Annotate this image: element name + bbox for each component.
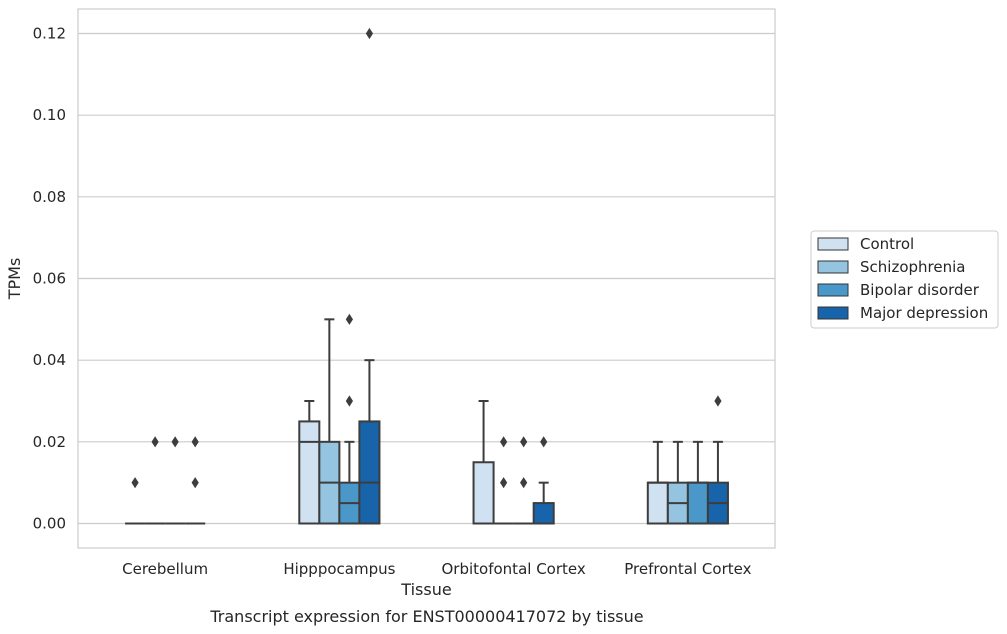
chart-caption: Transcript expression for ENST0000041707… [209,607,643,626]
box-major-depression [358,27,381,525]
x-tick-label: Orbitofontal Cortex [442,560,586,578]
y-tick-label: 0.08 [33,188,66,206]
legend-entry-label: Bipolar disorder [860,281,980,299]
box-body [358,420,381,525]
x-tick-label: Cerebellum [122,560,208,578]
legend-swatch [817,237,849,251]
box-bipolar-disorder [686,440,709,525]
y-axis-label: TPMs [5,258,24,301]
y-tick-label: 0.04 [33,351,66,369]
outlier-point [171,436,179,448]
x-tick-labels: Cerebellum Hipppocampus Orbitofontal Corte… [122,560,751,578]
box-control [298,400,321,525]
outlier-point [540,436,548,448]
outlier-point [500,436,508,448]
box-body [646,481,669,525]
legend-swatch [817,283,849,297]
outlier-point [191,477,199,489]
x-tick-label: Prefrontal Cortex [624,560,751,578]
box-body [532,502,555,525]
box-schizophrenia [493,436,514,525]
box-schizophrenia [318,318,341,525]
plot-frame [77,8,776,549]
legend-entry-label: Control [860,235,914,253]
box-bipolar-disorder [338,313,361,525]
box-major-depression [532,436,555,525]
box-schizophrenia [145,436,166,525]
legend-swatch [817,260,849,274]
box-body [298,420,321,525]
x-tick-label: Hipppocampus [283,560,395,578]
legend: Control Schizophrenia Bipolar disorder Majo… [810,230,999,329]
y-tick-label: 0.00 [33,515,66,533]
legend-entry-label: Major depression [860,304,988,322]
box-control [646,440,669,525]
y-tick-labels: 0.00 0.02 0.04 0.06 0.08 0.10 0.12 [33,25,66,533]
legend-entry-label: Schizophrenia [860,258,965,276]
outlier-point [365,27,374,40]
box-body [686,481,709,525]
box-major-depression [706,395,729,525]
outlier-point [151,436,159,448]
x-axis-label: Tissue [400,580,451,599]
legend-swatch [817,306,849,320]
box-marks [125,27,729,525]
y-tick-label: 0.10 [33,106,66,124]
box-control [472,400,495,525]
box-bipolar-disorder [165,436,186,525]
outlier-point [500,477,508,489]
y-tick-label: 0.06 [33,270,66,288]
box-control [125,477,146,525]
y-tick-label: 0.02 [33,433,66,451]
outlier-point [345,313,353,325]
y-tick-label: 0.12 [33,25,66,43]
outlier-point [520,477,528,489]
legend-frame [810,230,999,329]
box-bipolar-disorder [513,436,534,525]
box-major-depression [185,436,206,525]
box-body [472,461,495,525]
outlier-point [131,477,139,489]
outlier-point [345,395,353,407]
box-schizophrenia [666,440,689,525]
outlier-point [191,436,199,448]
outlier-point [520,436,528,448]
gridlines [78,32,775,525]
outlier-point [714,395,722,407]
